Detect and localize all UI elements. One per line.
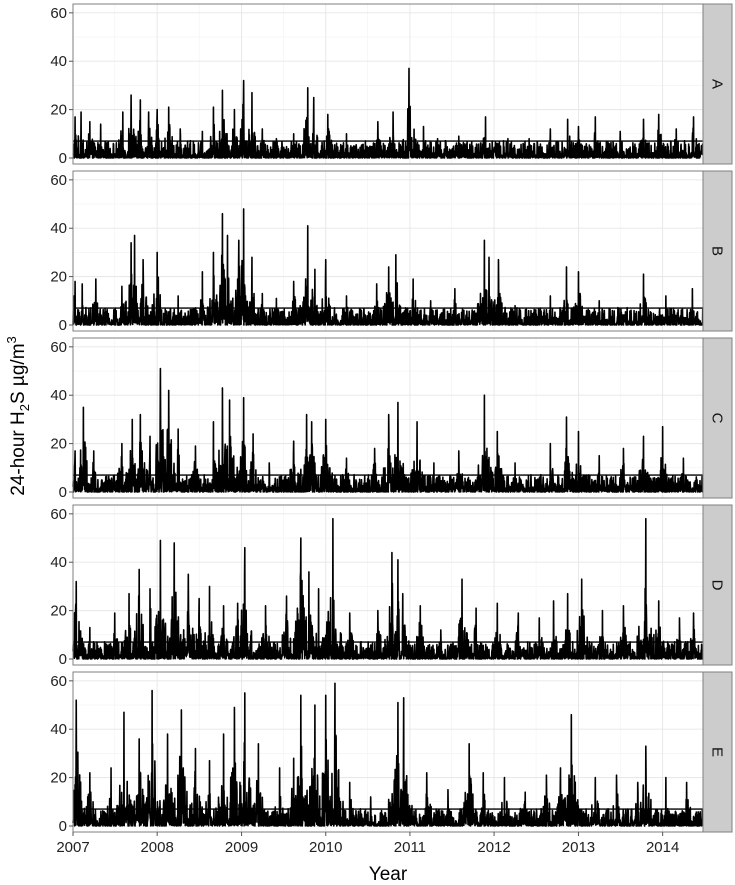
series-line-e	[72, 682, 704, 827]
panel-background	[73, 4, 703, 164]
y-axis-title-superscript: 3	[4, 336, 19, 343]
facet-strip	[702, 504, 733, 666]
y-tick-label: 60	[50, 673, 67, 690]
panel-a: A 0 20 40 60	[50, 3, 733, 167]
facet-strip	[702, 671, 733, 833]
y-tick-label: 20	[50, 102, 67, 119]
y-tick-label: 0	[59, 150, 67, 167]
y-tick-label: 20	[50, 269, 67, 286]
facet-label-d: D	[709, 580, 726, 591]
facet-strip	[702, 3, 733, 165]
facet-strip	[702, 337, 733, 499]
y-tick-label: 20	[50, 770, 67, 787]
x-tick-label: 2012	[477, 839, 510, 856]
y-tick-label: 40	[50, 387, 67, 404]
y-tick-label: 40	[50, 220, 67, 237]
y-tick-label: 60	[50, 339, 67, 356]
facet-label-b: B	[709, 246, 726, 256]
y-tick-label: 40	[50, 554, 67, 571]
facet-label-a: A	[709, 79, 726, 89]
x-tick-label: 2014	[646, 839, 679, 856]
x-tick-label: 2010	[309, 839, 342, 856]
facet-label-c: C	[709, 413, 726, 424]
y-tick-label: 0	[59, 484, 67, 501]
facet-strip	[702, 170, 733, 332]
y-tick-label: 0	[59, 317, 67, 334]
y-tick-label: 0	[59, 651, 67, 668]
series-line-a	[72, 67, 704, 159]
y-axis-title: 24-hour H2S µg/m3	[4, 336, 32, 496]
panel-b: B 0 20 40 60	[50, 170, 733, 334]
x-tick-label: 2013	[562, 839, 595, 856]
x-axis: 2007 2008 2009 2010 2011 2012 2013 2014	[56, 832, 679, 856]
x-tick-label: 2011	[394, 839, 426, 856]
y-tick-label: 60	[50, 506, 67, 523]
y-tick-label: 60	[50, 5, 67, 22]
series-line-b	[72, 208, 704, 326]
y-tick-label: 20	[50, 603, 67, 620]
series-line-c	[72, 367, 704, 493]
y-axis-title-prefix: 24-hour H	[8, 411, 29, 496]
y-axis-title-middle: S µg/m	[8, 343, 29, 404]
y-tick-label: 0	[59, 818, 67, 835]
y-axis-title-subscript: 2	[17, 404, 32, 411]
x-tick-label: 2009	[225, 839, 258, 856]
panel-d: D 0 20 40 60	[50, 504, 733, 668]
y-tick-label: 40	[50, 721, 67, 738]
panels-layer: A 0 20 40 60 B 0 20 40 60 C 0 20 40 60 D 0 20 40 60 E 0 20 40 60	[50, 3, 733, 835]
panel-c: C 0 20 40 60	[50, 337, 733, 501]
panel-e: E 0 20 40 60	[50, 671, 733, 835]
y-tick-label: 40	[50, 53, 67, 70]
y-tick-label: 20	[50, 436, 67, 453]
x-tick-label: 2008	[140, 839, 173, 856]
x-tick-label: 2007	[56, 839, 89, 856]
series-line-d	[72, 517, 704, 660]
facet-label-e: E	[709, 747, 726, 757]
x-axis-title: Year	[369, 864, 408, 885]
y-tick-label: 60	[50, 172, 67, 189]
